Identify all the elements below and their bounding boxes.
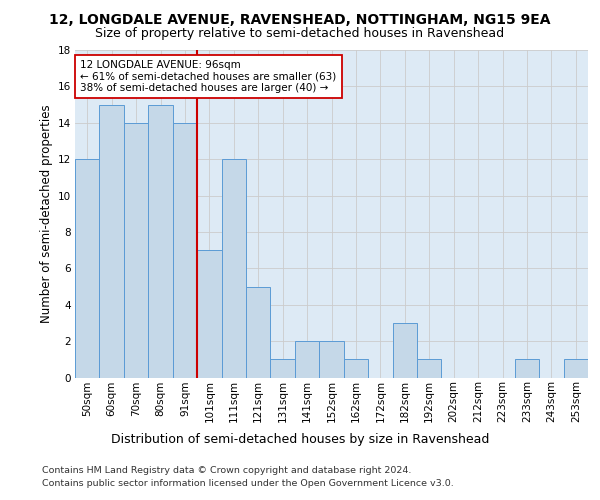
Bar xyxy=(271,360,295,378)
Bar xyxy=(100,104,124,378)
Bar xyxy=(295,341,319,378)
Bar xyxy=(319,341,344,378)
Y-axis label: Number of semi-detached properties: Number of semi-detached properties xyxy=(40,104,53,323)
Bar xyxy=(246,286,271,378)
Bar xyxy=(563,360,588,378)
Text: 12, LONGDALE AVENUE, RAVENSHEAD, NOTTINGHAM, NG15 9EA: 12, LONGDALE AVENUE, RAVENSHEAD, NOTTING… xyxy=(49,12,551,26)
Text: Size of property relative to semi-detached houses in Ravenshead: Size of property relative to semi-detach… xyxy=(95,28,505,40)
Text: Contains public sector information licensed under the Open Government Licence v3: Contains public sector information licen… xyxy=(42,479,454,488)
Text: Distribution of semi-detached houses by size in Ravenshead: Distribution of semi-detached houses by … xyxy=(111,432,489,446)
Bar xyxy=(173,123,197,378)
Bar xyxy=(148,104,173,378)
Bar xyxy=(75,159,100,378)
Bar xyxy=(124,123,148,378)
Bar xyxy=(344,360,368,378)
Bar xyxy=(197,250,221,378)
Bar xyxy=(417,360,442,378)
Bar xyxy=(221,159,246,378)
Bar xyxy=(515,360,539,378)
Bar xyxy=(392,323,417,378)
Text: Contains HM Land Registry data © Crown copyright and database right 2024.: Contains HM Land Registry data © Crown c… xyxy=(42,466,412,475)
Text: 12 LONGDALE AVENUE: 96sqm
← 61% of semi-detached houses are smaller (63)
38% of : 12 LONGDALE AVENUE: 96sqm ← 61% of semi-… xyxy=(80,60,337,93)
